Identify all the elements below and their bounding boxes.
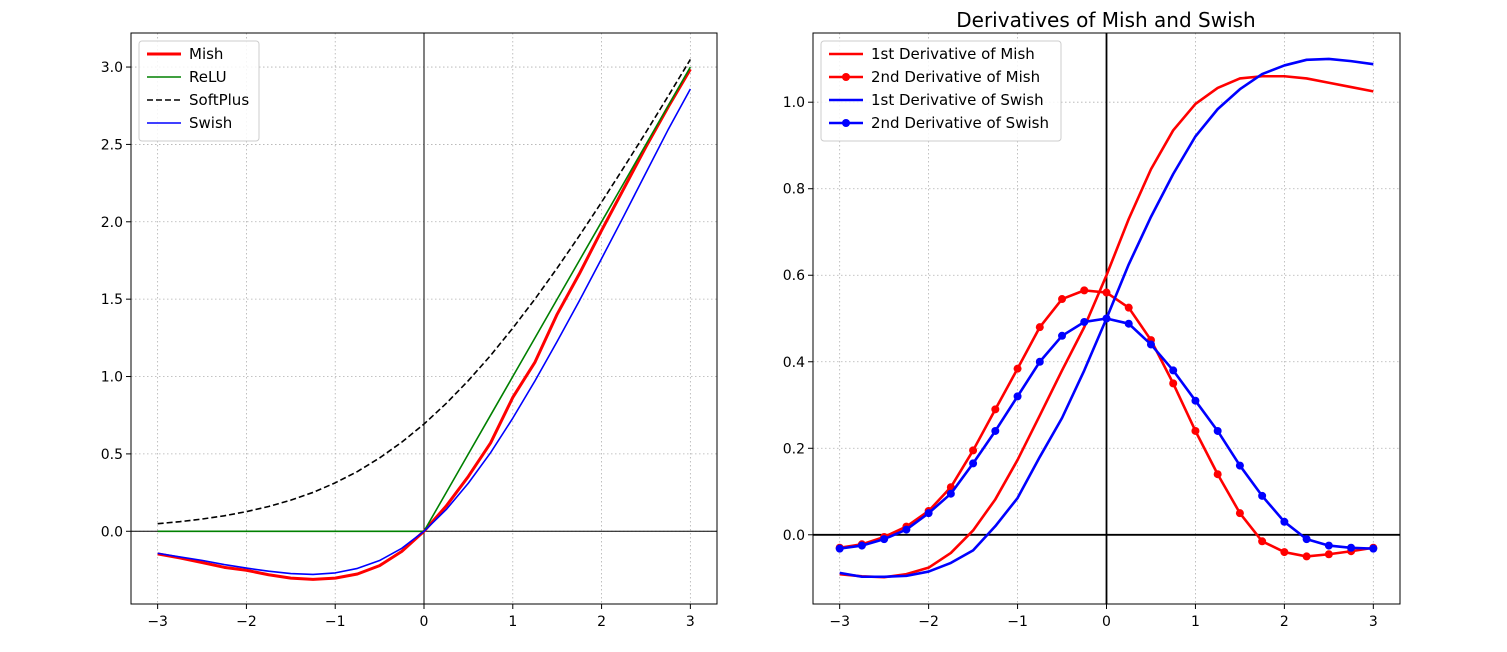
- point-2nd-derivative-of-mish: [1258, 537, 1267, 546]
- x-tick-label: 0: [1102, 614, 1111, 630]
- x-tick-label: −3: [147, 614, 168, 630]
- y-tick-label: 0.4: [783, 355, 805, 371]
- point-2nd-derivative-of-swish: [1035, 357, 1044, 366]
- point-2nd-derivative-of-swish: [991, 426, 1000, 435]
- legend-label-2nd-derivative-of-mish: 2nd Derivative of Mish: [871, 68, 1040, 86]
- point-2nd-derivative-of-mish: [969, 446, 978, 455]
- series-line-softplus: [157, 59, 692, 525]
- point-2nd-derivative-of-swish: [835, 544, 844, 553]
- y-tick-label: 1.5: [101, 292, 123, 308]
- y-tick-label: 1.0: [101, 370, 123, 386]
- legend-box: [138, 40, 260, 142]
- legend-label-mish: Mish: [189, 45, 223, 63]
- point-2nd-derivative-of-mish: [1124, 303, 1133, 312]
- point-2nd-derivative-of-swish: [1213, 426, 1222, 435]
- point-2nd-derivative-of-swish: [1302, 535, 1311, 544]
- point-2nd-derivative-of-mish: [1235, 509, 1244, 518]
- x-tick-label: −1: [1007, 614, 1028, 630]
- point-2nd-derivative-of-swish: [1191, 396, 1200, 405]
- point-2nd-derivative-of-mish: [1191, 426, 1200, 435]
- x-tick-label: 3: [686, 614, 695, 630]
- legend-label-softplus: SoftPlus: [189, 91, 249, 109]
- point-2nd-derivative-of-mish: [1058, 295, 1067, 304]
- x-tick-label: −3: [829, 614, 850, 630]
- derivatives-chart: Derivatives of Mish and Swish −3 −2 −1 0 1 2 3…: [783, 8, 1401, 630]
- point-2nd-derivative-of-swish: [902, 525, 911, 534]
- series-line-swish: [157, 88, 692, 576]
- y-tick-label: 0.8: [783, 182, 805, 198]
- point-2nd-derivative-of-mish: [1280, 548, 1289, 557]
- point-2nd-derivative-of-swish: [1013, 392, 1022, 401]
- point-2nd-derivative-of-swish: [924, 509, 933, 518]
- y-tick-label: 1.0: [783, 95, 805, 111]
- point-2nd-derivative-of-mish: [1169, 379, 1178, 388]
- y-tick-label: 2.5: [101, 137, 123, 153]
- point-2nd-derivative-of-mish: [991, 405, 1000, 414]
- legend-label-2nd-derivative-of-swish: 2nd Derivative of Swish: [871, 114, 1049, 132]
- y-tick-label: 0.0: [101, 524, 123, 540]
- y-tick-label: 0.0: [783, 528, 805, 544]
- point-2nd-derivative-of-mish: [1102, 288, 1111, 297]
- point-2nd-derivative-of-swish: [1347, 543, 1356, 552]
- series-line-1st-derivative-of-mish: [839, 74, 1374, 579]
- point-2nd-derivative-of-swish: [880, 535, 889, 544]
- point-2nd-derivative-of-swish: [1258, 491, 1267, 500]
- y-tick-label: 0.5: [101, 447, 123, 463]
- point-2nd-derivative-of-swish: [1080, 317, 1089, 326]
- point-2nd-derivative-of-swish: [1058, 331, 1067, 340]
- x-tick-label: −2: [918, 614, 939, 630]
- legend-label-1st-derivative-of-mish: 1st Derivative of Mish: [871, 45, 1035, 63]
- point-2nd-derivative-of-swish: [857, 541, 866, 550]
- x-tick-label: 3: [1369, 614, 1378, 630]
- x-tick-label: 1: [508, 614, 517, 630]
- y-tick-label: 0.2: [783, 441, 805, 457]
- axis-ticks: −3 −2 −1 0 1 2 3 0.0 0.5 1.0 1.5 2.0 2.5 3.0: [101, 60, 695, 630]
- point-2nd-derivative-of-mish: [1080, 286, 1089, 295]
- legend-box: [820, 40, 1062, 142]
- x-tick-label: 2: [597, 614, 606, 630]
- activation-functions-chart: −3 −2 −1 0 1 2 3 0.0 0.5 1.0 1.5 2.0 2.5 3.0 Mish ReLU…: [101, 32, 718, 630]
- point-2nd-derivative-of-mish: [1213, 470, 1222, 479]
- legend-marker-2nd-derivative-of-mish: [842, 73, 850, 81]
- point-2nd-derivative-of-swish: [969, 459, 978, 468]
- point-2nd-derivative-of-mish: [1324, 550, 1333, 559]
- point-2nd-derivative-of-swish: [1324, 541, 1333, 550]
- axis-ticks: −3 −2 −1 0 1 2 3 0.0 0.2 0.4 0.6 0.8 1.0: [783, 95, 1378, 630]
- point-2nd-derivative-of-mish: [1302, 552, 1311, 561]
- point-2nd-derivative-of-swish: [1169, 366, 1178, 375]
- legend: Mish ReLU SoftPlus Swish: [138, 40, 260, 142]
- y-tick-label: 3.0: [101, 60, 123, 76]
- legend-label-swish: Swish: [189, 114, 232, 132]
- point-2nd-derivative-of-swish: [1146, 340, 1155, 349]
- legend-label-1st-derivative-of-swish: 1st Derivative of Swish: [871, 91, 1044, 109]
- y-tick-label: 2.0: [101, 215, 123, 231]
- point-2nd-derivative-of-swish: [1280, 517, 1289, 526]
- point-2nd-derivative-of-swish: [946, 489, 955, 498]
- point-2nd-derivative-of-swish: [1235, 461, 1244, 470]
- point-2nd-derivative-of-mish: [1013, 364, 1022, 373]
- x-tick-label: −2: [236, 614, 257, 630]
- point-2nd-derivative-of-swish: [1102, 314, 1111, 323]
- point-2nd-derivative-of-swish: [1124, 319, 1133, 328]
- x-tick-label: 1: [1191, 614, 1200, 630]
- x-tick-label: 2: [1280, 614, 1289, 630]
- y-tick-label: 0.6: [783, 268, 805, 284]
- chart-title: Derivatives of Mish and Swish: [956, 8, 1255, 32]
- series-lines: [157, 59, 692, 581]
- legend-label-relu: ReLU: [189, 68, 227, 86]
- legend-marker-2nd-derivative-of-swish: [842, 119, 850, 127]
- point-2nd-derivative-of-mish: [1035, 323, 1044, 332]
- point-2nd-derivative-of-swish: [1369, 544, 1378, 553]
- legend: 1st Derivative of Mish 2nd Derivative of …: [820, 40, 1062, 142]
- x-tick-label: −1: [325, 614, 346, 630]
- x-tick-label: 0: [420, 614, 429, 630]
- series-lines: [835, 57, 1378, 579]
